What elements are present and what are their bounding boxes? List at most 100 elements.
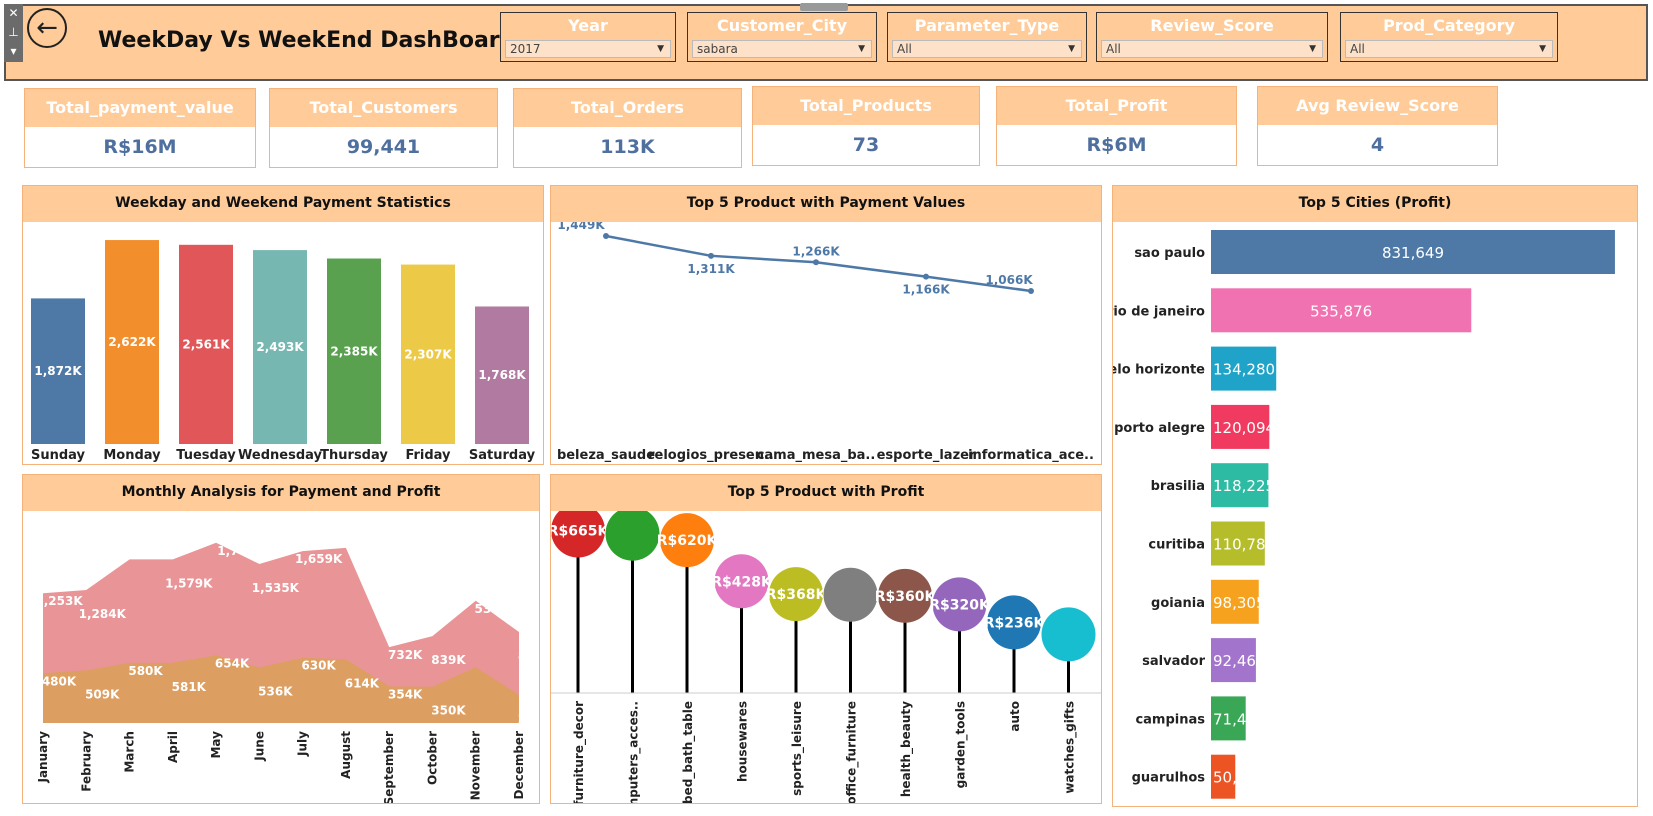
data-label: 509K	[85, 687, 120, 701]
data-label: 536K	[258, 684, 293, 698]
kpi-label: Total_Profit	[997, 87, 1236, 125]
bar	[105, 240, 159, 444]
data-label: 1,266K	[792, 244, 840, 258]
filter-customer-city[interactable]: Customer_City sabara ▼	[687, 12, 877, 62]
filter-select[interactable]: All ▼	[1345, 40, 1553, 58]
tick-label: Saturday	[469, 448, 536, 463]
bar	[1211, 579, 1259, 624]
filter-label: Customer_City	[716, 16, 847, 35]
chart-title: Monthly Analysis for Payment and Profit	[23, 475, 539, 511]
lollipop-head	[660, 513, 714, 568]
lollipop-head	[1041, 607, 1096, 662]
tick-label: June	[252, 731, 266, 762]
area-series	[43, 655, 519, 723]
data-label: 1,066K	[985, 273, 1033, 287]
data-label: 134,280	[1213, 361, 1275, 379]
category-label: porto alegre	[1114, 421, 1205, 436]
filter-value: All	[897, 42, 912, 56]
panel-top5-profit: Top 5 Product with Profit R$665K furnitur…	[548, 474, 1102, 816]
side-toolbar[interactable]: ✕ ⊥ ▾	[4, 4, 23, 62]
lollipop-head	[551, 503, 605, 558]
kpi-value: 73	[852, 134, 880, 156]
tick-label: health_beauty	[899, 701, 914, 797]
filter-prod-category[interactable]: Prod_Category All ▼	[1340, 12, 1558, 62]
panel-top5-payment: Top 5 Product with Payment Values 1,449K…	[550, 185, 1102, 465]
filter-year[interactable]: Year 2017 ▼	[500, 12, 676, 62]
lollipop-head	[605, 506, 660, 561]
data-label: 120,094	[1213, 419, 1275, 437]
filter-parameter-type[interactable]: Parameter_Type All ▼	[887, 12, 1087, 62]
filter-select[interactable]: All ▼	[892, 40, 1082, 58]
kpi-label: Total_Orders	[514, 89, 741, 127]
tick-label: Friday	[405, 448, 451, 463]
chevron-down-icon: ▼	[858, 44, 865, 54]
bar	[1211, 521, 1265, 566]
dropdown-icon[interactable]: ▾	[10, 44, 17, 58]
data-label: 654K	[215, 656, 250, 670]
back-button[interactable]: ←	[27, 8, 67, 48]
tick-label: Tuesday	[176, 448, 236, 463]
lollipop-head	[932, 577, 987, 632]
category-label: goiania	[1151, 596, 1205, 611]
data-label: 1,284K	[79, 607, 127, 621]
tick-label: April	[166, 731, 180, 763]
category-label: sao paulo	[1134, 246, 1205, 261]
filter-label: Review_Score	[1150, 16, 1274, 35]
data-label: 580K	[128, 664, 163, 678]
filter-label: Parameter_Type	[914, 16, 1060, 35]
kpi-value: 113K	[600, 136, 655, 158]
tick-label: housewares	[736, 701, 750, 782]
data-label: 1,253K	[35, 594, 83, 608]
kpi-avg-review-score: Avg Review_Score 4	[1257, 86, 1498, 166]
category-label: campinas	[1135, 712, 1205, 727]
bar	[1211, 696, 1246, 741]
data-label: R$665K	[551, 524, 609, 540]
kpi-total-customers: Total_Customers 99,441	[269, 88, 498, 168]
panel-weekday-payment: Weekday and Weekend Payment Statistics 1…	[22, 185, 544, 465]
tick-label: September	[382, 731, 396, 803]
lollipop-head	[987, 595, 1041, 650]
tick-label: bed_bath_table	[681, 701, 696, 803]
filter-value: All	[1106, 42, 1121, 56]
filter-value: sabara	[697, 42, 738, 56]
tick-label: office_furniture	[845, 701, 860, 803]
data-label: 272K	[518, 712, 539, 726]
chevron-down-icon: ▼	[1539, 44, 1546, 54]
tick-label: Wednesday	[238, 448, 322, 463]
bar	[1211, 754, 1236, 799]
bar	[327, 258, 381, 444]
kpi-value: 99,441	[346, 136, 421, 158]
data-label: 118,225	[1213, 477, 1275, 495]
data-label: 630K	[301, 659, 336, 673]
data-label: 614K	[345, 676, 380, 690]
data-label: 2,622K	[108, 335, 156, 349]
kpi-value: R$16M	[103, 136, 177, 158]
kpi-value: 4	[1370, 134, 1385, 156]
chart-title: Weekday and Weekend Payment Statistics	[23, 186, 543, 222]
tick-label: auto	[1008, 701, 1022, 732]
tick-label: August	[339, 731, 353, 779]
tick-label: October	[425, 731, 439, 785]
tick-label: July	[296, 731, 310, 757]
weekday-bar-chart: 1,872K Sunday 2,622K Monday 2,561K Tuesday 2,4…	[31, 240, 536, 463]
lollipop-head	[823, 567, 878, 622]
tick-label: March	[123, 731, 137, 773]
data-point	[708, 252, 714, 259]
top5-payment-line-chart: 1,449K beleza_saude 1,311K relogios_presen.…	[557, 218, 1094, 463]
data-point	[1028, 288, 1034, 294]
filter-select[interactable]: 2017 ▼	[505, 40, 671, 58]
filter-select[interactable]: sabara ▼	[692, 40, 872, 58]
filter-select[interactable]: All ▼	[1101, 40, 1323, 58]
pin-icon[interactable]: ⊥	[8, 25, 19, 39]
tick-label: sports_leisure	[790, 701, 805, 796]
panel-top5-cities: Top 5 Cities (Profit) sao paulo 831,649 ri…	[1099, 185, 1638, 807]
data-label: 1,311K	[687, 262, 735, 276]
filter-review-score[interactable]: Review_Score All ▼	[1096, 12, 1328, 62]
drag-handle[interactable]	[800, 3, 848, 11]
data-label: 480K	[42, 674, 77, 688]
data-label: 110,789	[1213, 536, 1275, 554]
bar	[1211, 288, 1472, 333]
close-icon[interactable]: ✕	[8, 6, 19, 20]
data-label: 354K	[388, 687, 423, 701]
